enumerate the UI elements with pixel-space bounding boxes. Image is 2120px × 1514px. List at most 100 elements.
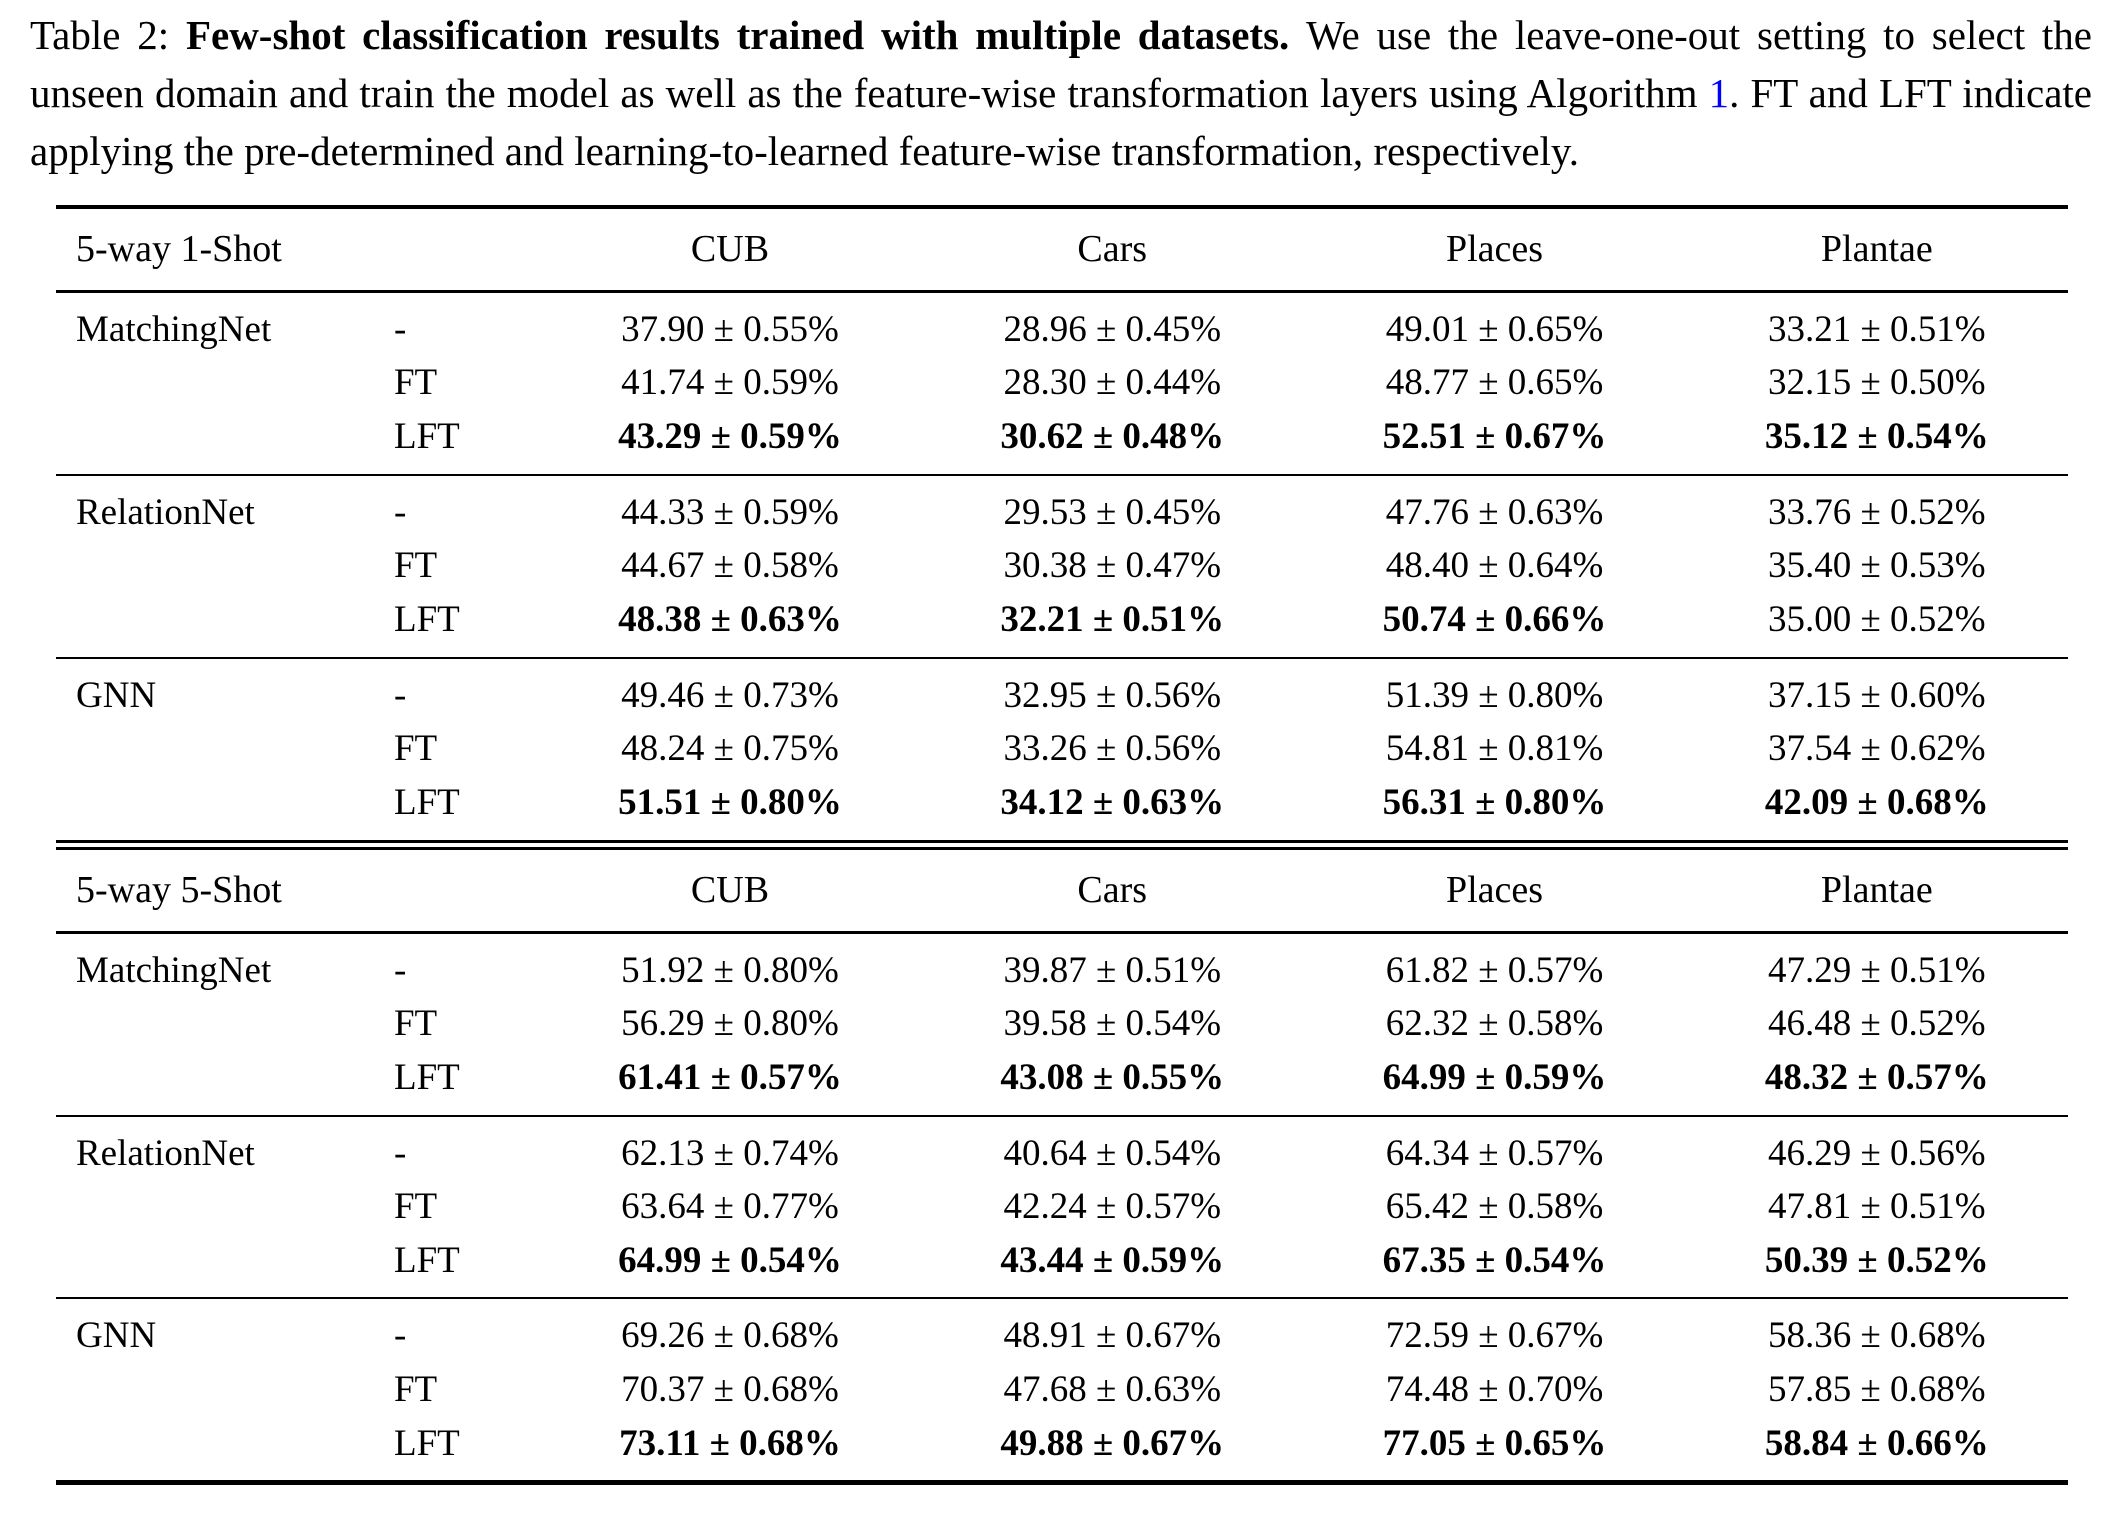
table-row: MatchingNet - 37.90 ± 0.55% 28.96 ± 0.45% 49… [56, 291, 2068, 356]
table-row: GNN -49.46 ± 0.73% 32.95 ± 0.56% 51.39 ± 0.… [56, 656, 2068, 723]
method-cell: MatchingNet [76, 949, 272, 991]
column-header-plantae: Plantae [1685, 206, 2068, 293]
value-cell: 47.29 ± 0.51% [1768, 949, 1986, 991]
value-cell: 39.87 ± 0.51% [1003, 949, 1222, 991]
value-cell: 30.62 ± 0.48% [1000, 416, 1225, 458]
value-cell: 50.39 ± 0.52% [1764, 1239, 1989, 1281]
method-cell [56, 356, 388, 410]
method-cell: RelationNet [56, 473, 388, 540]
value-cell: 42.24 ± 0.57% [1003, 1186, 1222, 1228]
column-header-plantae: Plantae [1685, 839, 2068, 934]
value-cell: 33.26 ± 0.56% [1003, 728, 1222, 770]
value-cell: 39.58 ± 0.54% [1003, 1003, 1222, 1045]
table-row: FT 48.24 ± 0.75% 33.26 ± 0.56% 54.81 ± 0.81… [56, 722, 2068, 776]
value-cell: 29.53 ± 0.45% [921, 473, 1304, 540]
algorithm-1-link[interactable]: 1 [1708, 70, 1730, 117]
variant-cell: LFT [393, 416, 460, 458]
value-cell: 49.88 ± 0.67% [1000, 1422, 1225, 1464]
value-cell: 62.13 ± 0.74% [538, 1114, 922, 1181]
method-cell [56, 722, 388, 776]
method-cell: GNN [56, 656, 388, 723]
section-title: 5-way 5-Shot [56, 839, 539, 934]
variant-cell: FT [393, 1369, 438, 1411]
column-header-places: Places [1303, 206, 1686, 293]
method-cell: RelationNet [56, 1114, 388, 1181]
section-header-row: 5-way 5-Shot CUB Cars Places Plantae [56, 839, 2068, 934]
column-header-places: Places [1303, 839, 1686, 934]
value-cell: 37.54 ± 0.62% [1768, 728, 1986, 770]
value-cell: 65.42 ± 0.58% [1385, 1186, 1604, 1228]
table-row: LFT 73.11 ± 0.68% 49.88 ± 0.67% 77.05 ± 0.6… [56, 1417, 2068, 1483]
method-cell [56, 593, 388, 658]
table-row: LFT 61.41 ± 0.57% 43.08 ± 0.55% 64.99 ± 0.5… [56, 1051, 2068, 1116]
value-cell: 50.74 ± 0.66% [1382, 598, 1607, 640]
value-cell: 44.33 ± 0.59% [538, 473, 922, 540]
method-cell [56, 1180, 388, 1234]
value-cell: 56.29 ± 0.80% [621, 1003, 839, 1045]
column-header-cars: Cars [921, 839, 1304, 934]
value-cell: 52.51 ± 0.67% [1382, 416, 1607, 458]
variant-cell: LFT [393, 1422, 460, 1464]
value-cell: 49.01 ± 0.65% [1385, 308, 1604, 350]
value-cell: 42.09 ± 0.68% [1764, 781, 1989, 823]
caption-title: Few-shot classification results trained … [185, 12, 1307, 58]
value-cell: 70.37 ± 0.68% [621, 1369, 839, 1411]
variant-cell: LFT [393, 1056, 460, 1098]
value-cell: 46.29 ± 0.56% [1685, 1114, 2068, 1181]
value-cell: 48.38 ± 0.63% [618, 598, 842, 640]
results-table: 5-way 1-Shot CUB Cars Places Plantae Matching… [56, 204, 2068, 1486]
value-cell: 30.38 ± 0.47% [1003, 545, 1222, 587]
table-row: LFT 43.29 ± 0.59% 30.62 ± 0.48% 52.51 ± 0.6… [56, 410, 2068, 475]
value-cell: 54.81 ± 0.81% [1385, 728, 1604, 770]
value-cell: 58.36 ± 0.68% [1685, 1297, 2068, 1364]
variant-cell: LFT [393, 781, 460, 823]
method-cell [56, 1234, 388, 1299]
value-cell: 47.68 ± 0.63% [1003, 1369, 1222, 1411]
value-cell: 43.29 ± 0.59% [618, 416, 842, 458]
value-cell: 64.34 ± 0.57% [1303, 1114, 1686, 1181]
table-row: FT 70.37 ± 0.68% 47.68 ± 0.63% 74.48 ± 0.70… [56, 1363, 2068, 1417]
value-cell: 33.76 ± 0.52% [1685, 473, 2068, 540]
value-cell: 43.44 ± 0.59% [1000, 1239, 1225, 1281]
value-cell: 48.32 ± 0.57% [1764, 1056, 1989, 1098]
variant-cell: - [393, 308, 407, 350]
method-cell [56, 1417, 388, 1483]
value-cell: 47.76 ± 0.63% [1303, 473, 1686, 540]
table-caption: Table 2: Few-shot classification results… [30, 6, 2092, 181]
value-cell: 35.40 ± 0.53% [1768, 545, 1986, 587]
value-cell: 35.00 ± 0.52% [1768, 598, 1986, 640]
value-cell: 48.40 ± 0.64% [1385, 545, 1604, 587]
variant-cell: - [393, 949, 407, 991]
value-cell: 61.82 ± 0.57% [1385, 949, 1604, 991]
method-cell [56, 1363, 388, 1417]
value-cell: 62.32 ± 0.58% [1385, 1003, 1604, 1045]
method-cell [56, 776, 388, 845]
value-cell: 64.99 ± 0.54% [618, 1239, 842, 1281]
value-cell: 48.77 ± 0.65% [1385, 362, 1604, 404]
method-cell [56, 410, 388, 475]
value-cell: 44.67 ± 0.58% [621, 545, 839, 587]
value-cell: 32.21 ± 0.51% [1000, 598, 1225, 640]
table-row: FT 44.67 ± 0.58% 30.38 ± 0.47% 48.40 ± 0.64… [56, 539, 2068, 593]
value-cell: 46.48 ± 0.52% [1768, 1003, 1986, 1045]
value-cell: 43.08 ± 0.55% [1000, 1056, 1225, 1098]
value-cell: 28.30 ± 0.44% [1003, 362, 1222, 404]
column-header-cub: CUB [538, 206, 922, 293]
variant-cell: FT [393, 362, 438, 404]
table-row: LFT 48.38 ± 0.63% 32.21 ± 0.51% 50.74 ± 0.6… [56, 593, 2068, 658]
value-cell: 57.85 ± 0.68% [1768, 1369, 1986, 1411]
table-row: LFT 64.99 ± 0.54% 43.44 ± 0.59% 67.35 ± 0.5… [56, 1234, 2068, 1299]
table-row: MatchingNet - 51.92 ± 0.80% 39.87 ± 0.51% 61… [56, 932, 2068, 997]
variant-cell: LFT [393, 1239, 460, 1281]
value-cell: 28.96 ± 0.45% [1003, 308, 1222, 350]
value-cell: 47.81 ± 0.51% [1768, 1186, 1986, 1228]
value-cell: 77.05 ± 0.65% [1382, 1422, 1607, 1464]
method-cell [56, 997, 388, 1051]
value-cell: 41.74 ± 0.59% [621, 362, 839, 404]
variant-cell: FT [393, 545, 438, 587]
caption-text-before-link: We use the leave-one-out setting to sele… [30, 12, 2093, 117]
table-row: GNN -69.26 ± 0.68% 48.91 ± 0.67% 72.59 ± 0.… [56, 1297, 2068, 1364]
value-cell: 35.12 ± 0.54% [1764, 416, 1989, 458]
value-cell: 48.91 ± 0.67% [921, 1297, 1304, 1364]
